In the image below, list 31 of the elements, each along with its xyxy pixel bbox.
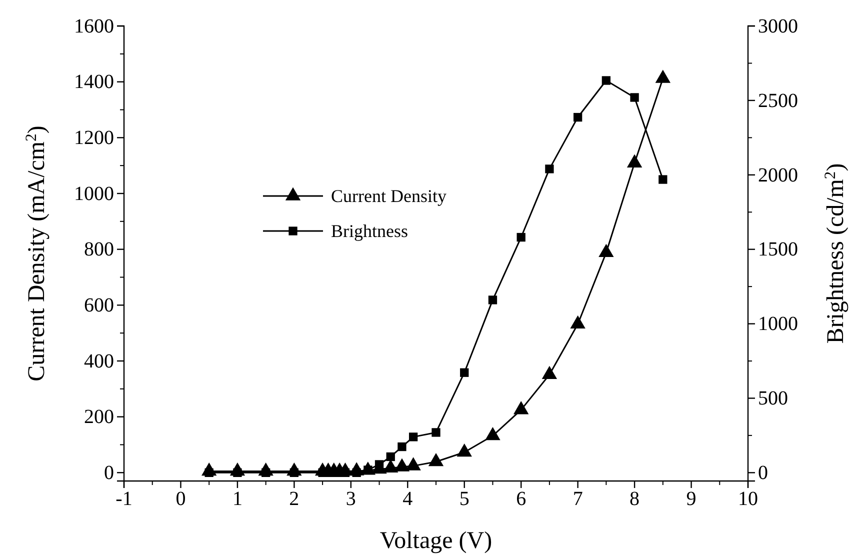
y-tick-label: 800	[84, 238, 114, 261]
y-tick-label: 0	[104, 462, 114, 484]
x-tick-label: 0	[176, 488, 186, 510]
y-tick-label: 1400	[74, 71, 114, 94]
legend-label: Current Density	[331, 186, 446, 206]
y2-tick-label: 3000	[758, 15, 798, 38]
y2-tick-label: 2500	[758, 90, 798, 112]
y-tick-label: 1600	[74, 15, 114, 38]
x-tick-label: 5	[459, 488, 470, 510]
x-tick-label: 3	[346, 488, 356, 510]
y-tick-label: 200	[84, 406, 114, 428]
x-tick-label: 4	[402, 488, 413, 510]
y-tick-label: 1200	[74, 127, 114, 150]
x-tick-label: 1	[232, 488, 242, 510]
x-tick-label: 8	[630, 488, 640, 510]
legend-label: Brightness	[331, 221, 408, 241]
y-tick-label: 400	[84, 350, 114, 372]
x-tick-label: -1	[116, 488, 132, 510]
y2-tick-label: 1000	[758, 313, 798, 336]
y2-tick-label: 2000	[758, 164, 798, 186]
x-tick-label: 6	[516, 488, 526, 510]
x-tick-label: 7	[572, 488, 583, 510]
x-tick-label: 10	[738, 488, 758, 510]
y2-tick-label: 0	[758, 462, 768, 484]
y2-tick-label: 500	[758, 388, 788, 410]
y2-tick-label: 1500	[758, 238, 798, 261]
y-tick-label: 1000	[74, 182, 114, 205]
y-tick-label: 600	[84, 294, 114, 317]
x-tick-label: 9	[686, 488, 696, 510]
x-axis-title: Voltage (V)	[380, 528, 492, 554]
x-tick-label: 2	[289, 488, 300, 510]
